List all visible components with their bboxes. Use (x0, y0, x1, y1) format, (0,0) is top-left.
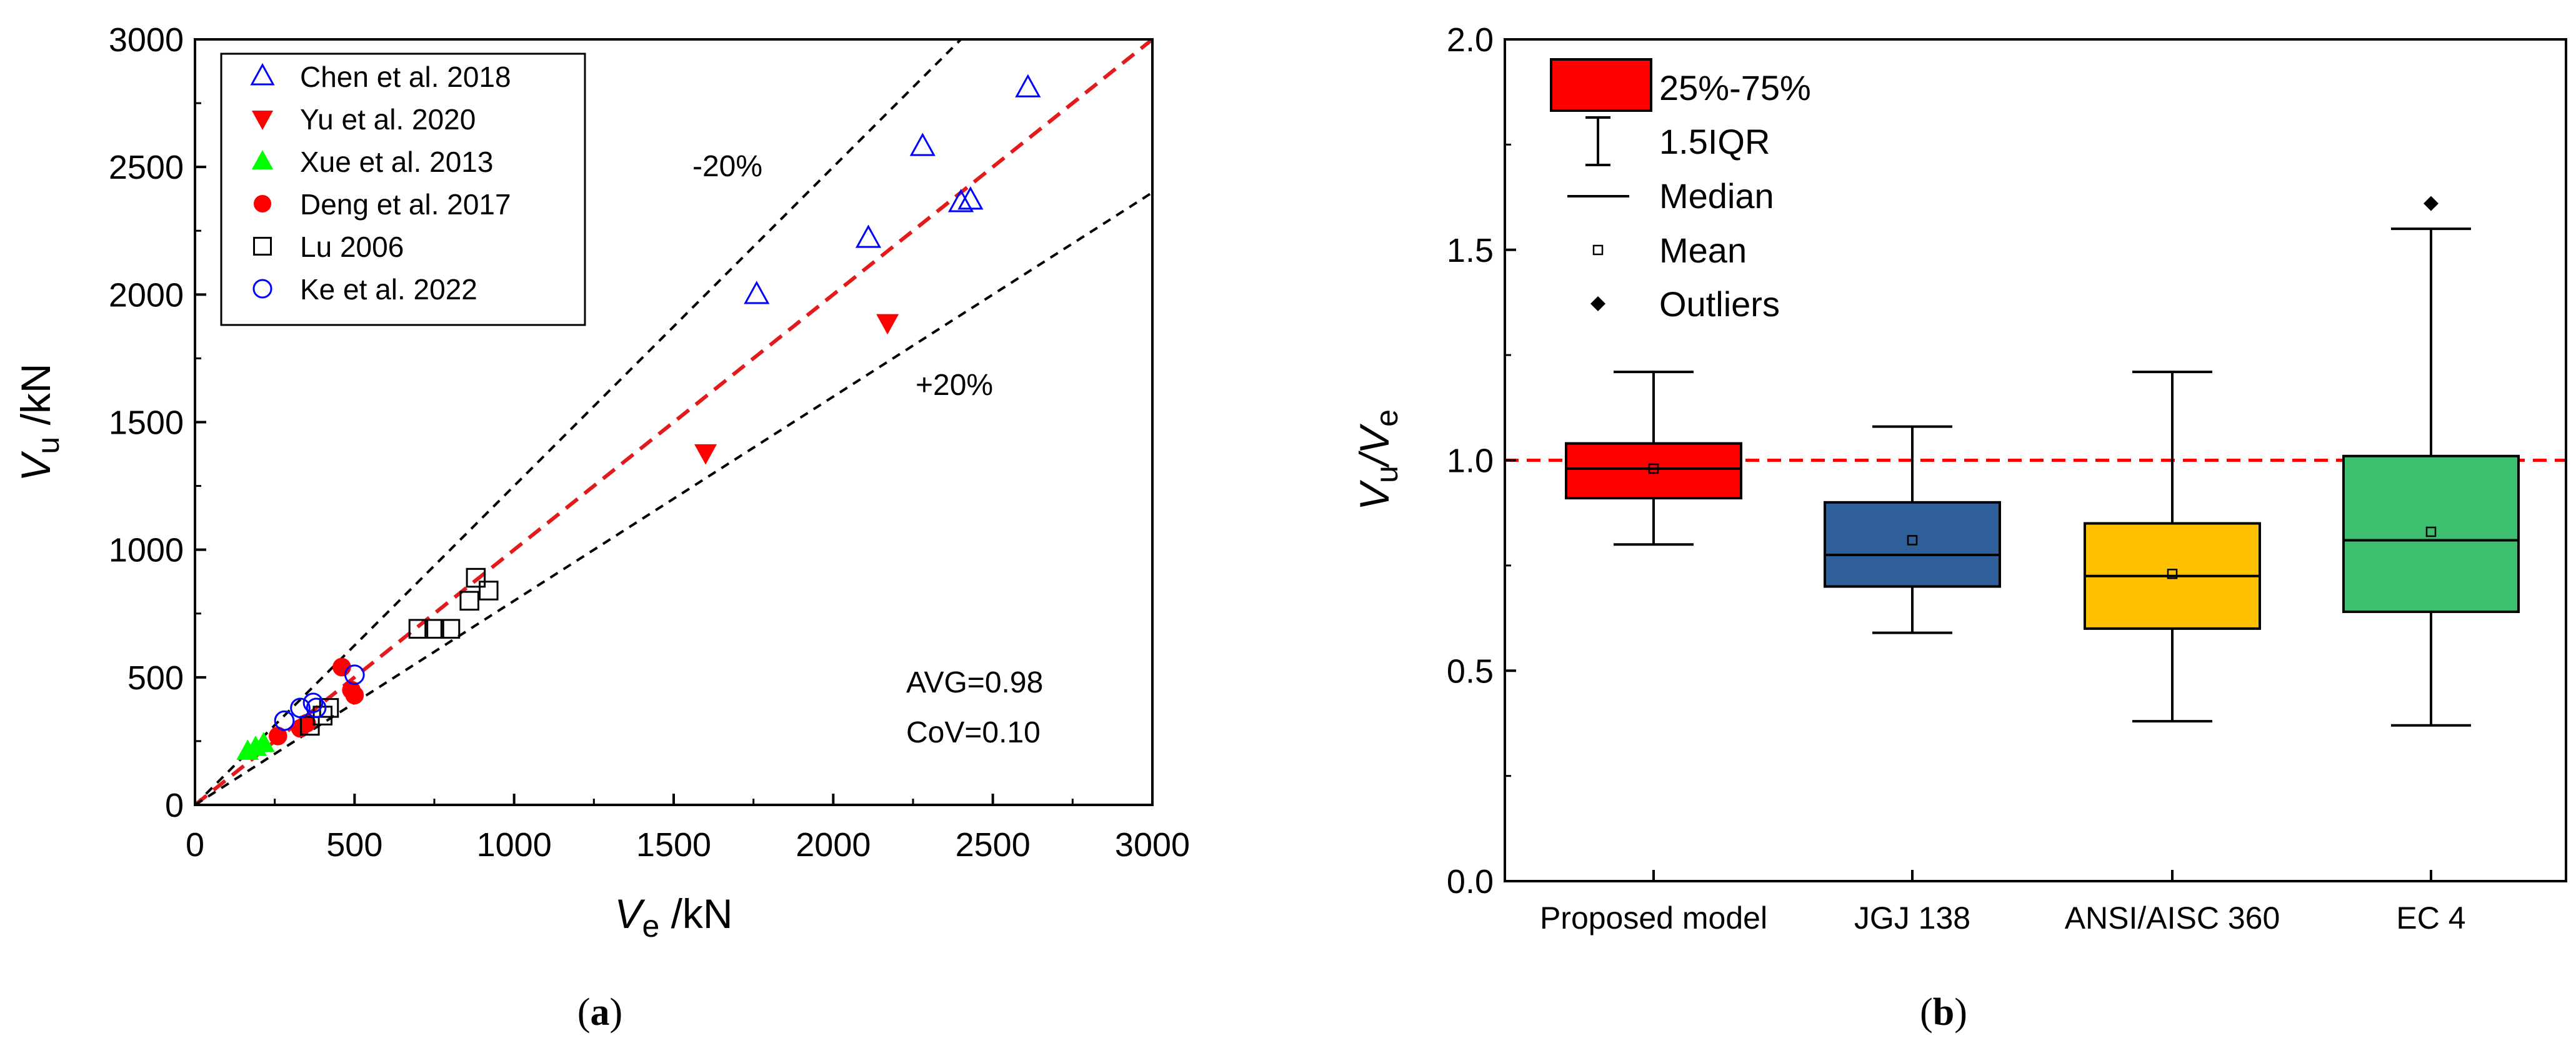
iqr-box-proposed-model (1565, 442, 1742, 500)
mean-marker-jgj-138 (1907, 535, 1918, 546)
y-tick-label-2000: 2000 (109, 276, 184, 314)
legend-outlier-label: Outliers (1659, 284, 1780, 324)
point-ke-et-al-2022-5 (344, 664, 365, 686)
legend-whisker-symbol (1585, 116, 1610, 166)
point-lu-2006-1 (300, 716, 320, 736)
plus-20-percent-label: +20% (916, 369, 993, 402)
mean-marker-ec-4 (2425, 526, 2437, 537)
panel-b-caption: (b) (1920, 991, 1967, 1034)
legend-marker-xue-et-al-2013 (251, 150, 274, 169)
legend-marker-lu-2006 (253, 237, 272, 256)
cov-annotation: CoV=0.10 (906, 716, 1041, 749)
y-tick-label-0: 0 (165, 787, 184, 824)
panel-b-y-axis-title: Vu/Ve (1351, 409, 1404, 511)
point-lu-2006-5 (424, 619, 444, 639)
reference-line-20 (195, 39, 963, 805)
point-deng-et-al-2017-3 (297, 714, 316, 733)
y-tick-label-1500: 1500 (109, 404, 184, 442)
legend-median-label: Median (1659, 176, 1774, 216)
legend-marker-ke-et-al-2022 (252, 279, 272, 299)
box-ansi-aisc-360 (2084, 371, 2261, 723)
x-tick-label-2000: 2000 (796, 826, 871, 864)
legend-marker-yu-et-al-2020 (251, 111, 274, 130)
point-lu-2006-4 (408, 619, 429, 639)
point-chen-et-al-2018-2 (855, 224, 882, 248)
x-tick-label-500: 500 (326, 826, 382, 864)
avg-annotation: AVG=0.98 (906, 666, 1043, 699)
panel-a-y-axis-title: Vu /kN (12, 363, 66, 481)
point-chen-et-al-2018-3 (909, 132, 936, 156)
legend-iqr-label: 25%-75% (1659, 68, 1811, 107)
legend-label-yu-et-al-2020: Yu et al. 2020 (300, 103, 476, 136)
mean-marker-ansi-aisc-360 (2167, 569, 2178, 579)
x-tick-label-1000: 1000 (477, 826, 552, 864)
point-deng-et-al-2017-1 (268, 726, 287, 746)
legend-outlier-symbol (1590, 296, 1605, 311)
legend-label-lu-2006: Lu 2006 (300, 231, 404, 263)
point-yu-et-al-2020-2 (876, 314, 899, 335)
point-chen-et-al-2018-5 (957, 186, 984, 210)
x-category-label-proposed-model: Proposed model (1540, 901, 1767, 936)
y-tick-label-0-0: 0.0 (1447, 863, 1494, 901)
panel-a-x-axis-title: Ve /kN (614, 891, 732, 944)
point-lu-2006-7 (459, 591, 479, 611)
iqr-box-ec-4 (2342, 454, 2520, 613)
legend-label-deng-et-al-2017: Deng et al. 2017 (300, 188, 511, 221)
point-ke-et-al-2022-4 (306, 697, 327, 719)
box-ec-4 (2342, 196, 2520, 727)
x-category-label-ansi-aisc-360: ANSI/AISC 360 (2065, 901, 2280, 936)
x-tick-label-0: 0 (186, 826, 204, 864)
point-xue-et-al-2013-3 (252, 732, 275, 752)
y-tick-label-1-0: 1.0 (1447, 442, 1494, 480)
minus-20-percent-label: -20% (692, 150, 762, 183)
y-tick-label-1000: 1000 (109, 532, 184, 569)
point-lu-2006-6 (440, 619, 461, 639)
panel-a-caption: (a) (577, 991, 622, 1034)
panel-b-legend: 25%-75% 1.5IQR Median Mean Outliers (1550, 58, 1811, 324)
point-ke-et-al-2022-2 (290, 697, 311, 719)
point-chen-et-al-2018-6 (1015, 74, 1041, 97)
point-ke-et-al-2022-1 (274, 710, 295, 731)
panel-a-scatter: 0 500 1000 1500 2000 2500 3000 0 500 1000 1500 2000… (12, 21, 1190, 1034)
point-lu-2006-8 (466, 567, 486, 588)
y-tick-label-3000: 3000 (109, 21, 184, 59)
x-category-label-jgj-138: JGJ 138 (1854, 901, 1970, 936)
y-tick-label-2-0: 2.0 (1447, 21, 1494, 59)
x-tick-label-1500: 1500 (636, 826, 711, 864)
legend-label-ke-et-al-2022: Ke et al. 2022 (300, 273, 477, 306)
point-yu-et-al-2020-1 (694, 444, 717, 465)
y-tick-label-0-5: 0.5 (1447, 652, 1494, 690)
legend-label-chen-et-al-2018: Chen et al. 2018 (300, 61, 511, 93)
point-ke-et-al-2022-3 (302, 692, 324, 713)
y-tick-label-2500: 2500 (109, 149, 184, 186)
legend-marker-deng-et-al-2017 (253, 194, 272, 213)
mean-marker-proposed-model (1648, 463, 1659, 474)
y-tick-label-1-5: 1.5 (1447, 232, 1494, 269)
x-tick-label-3000: 3000 (1115, 826, 1190, 864)
point-chen-et-al-2018-4 (948, 189, 974, 212)
box-jgj-138 (1824, 425, 2001, 634)
point-deng-et-al-2017-6 (345, 686, 364, 705)
x-category-label-ec-4: EC 4 (2396, 901, 2465, 936)
point-chen-et-al-2018-1 (744, 281, 770, 304)
legend-marker-chen-et-al-2018 (250, 62, 275, 86)
box-proposed-model (1565, 371, 1742, 546)
panel-b-boxplot: Proposed model JGJ 138 ANSI/AISC 360 EC 4 0… (1351, 21, 2567, 1034)
x-tick-label-2500: 2500 (956, 826, 1031, 864)
outlier-ec-4-1 (2424, 196, 2439, 211)
legend-iqr-swatch (1550, 58, 1652, 112)
point-lu-2006-9 (479, 581, 499, 601)
legend-mean-symbol (1592, 244, 1604, 256)
legend-mean-label: Mean (1659, 231, 1747, 270)
reference-line-equality (195, 39, 1152, 805)
legend-whisker-label: 1.5IQR (1659, 122, 1770, 161)
y-tick-label-500: 500 (127, 659, 184, 697)
point-lu-2006-2 (312, 706, 333, 726)
panel-a-legend-box (220, 52, 586, 326)
legend-label-xue-et-al-2013: Xue et al. 2013 (300, 146, 493, 178)
